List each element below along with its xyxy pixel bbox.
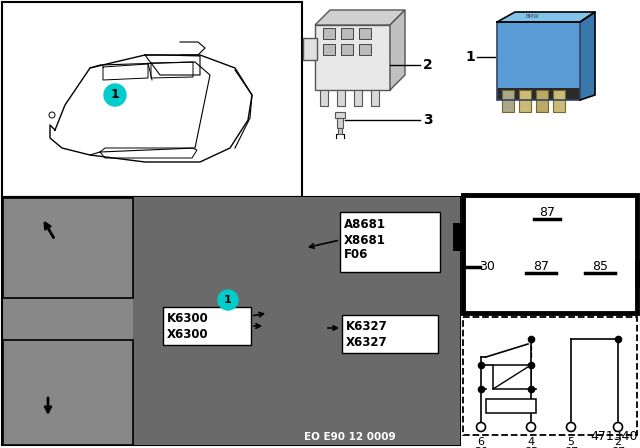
Bar bbox=[163, 307, 251, 345]
Polygon shape bbox=[390, 10, 405, 90]
Text: 4: 4 bbox=[527, 437, 534, 447]
Bar bbox=[553, 90, 565, 112]
Circle shape bbox=[477, 422, 486, 431]
Polygon shape bbox=[497, 12, 595, 22]
Bar bbox=[340, 212, 440, 272]
Text: 5: 5 bbox=[568, 437, 575, 447]
Text: 85: 85 bbox=[524, 447, 538, 448]
Text: A8681: A8681 bbox=[344, 219, 386, 232]
Bar bbox=[536, 90, 548, 112]
Bar bbox=[341, 28, 353, 39]
Text: F06: F06 bbox=[344, 249, 369, 262]
Bar bbox=[320, 90, 328, 106]
Bar bbox=[335, 112, 345, 118]
Text: BMW: BMW bbox=[525, 14, 539, 20]
Bar bbox=[519, 90, 531, 112]
Text: 87: 87 bbox=[611, 447, 625, 448]
Bar bbox=[453, 223, 465, 251]
Circle shape bbox=[218, 290, 238, 310]
Bar bbox=[337, 118, 343, 128]
Text: 30: 30 bbox=[479, 260, 495, 273]
Circle shape bbox=[614, 422, 623, 431]
Bar bbox=[315, 25, 390, 90]
Text: 1: 1 bbox=[465, 50, 475, 64]
Text: 2: 2 bbox=[423, 58, 433, 72]
Text: 6: 6 bbox=[477, 437, 484, 447]
Text: X6327: X6327 bbox=[346, 336, 388, 349]
Text: 30: 30 bbox=[474, 447, 488, 448]
Circle shape bbox=[527, 422, 536, 431]
Text: 1: 1 bbox=[111, 89, 120, 102]
Bar bbox=[2, 2, 302, 197]
Bar bbox=[359, 28, 371, 39]
Circle shape bbox=[566, 422, 575, 431]
Bar bbox=[337, 90, 345, 106]
Text: K6327: K6327 bbox=[346, 320, 388, 333]
Bar bbox=[133, 197, 460, 445]
Bar bbox=[371, 90, 379, 106]
Bar bbox=[463, 195, 637, 313]
Bar bbox=[338, 128, 342, 134]
Bar bbox=[390, 38, 404, 60]
Bar bbox=[635, 260, 640, 288]
Text: 87: 87 bbox=[533, 260, 549, 273]
Bar bbox=[303, 38, 317, 60]
Bar bbox=[3, 340, 133, 445]
Text: X8681: X8681 bbox=[344, 233, 386, 246]
Bar bbox=[502, 90, 514, 112]
Bar bbox=[341, 44, 353, 55]
Polygon shape bbox=[315, 10, 405, 25]
Polygon shape bbox=[580, 12, 595, 100]
Text: X6300: X6300 bbox=[167, 327, 209, 340]
Bar bbox=[463, 317, 637, 435]
Bar bbox=[354, 90, 362, 106]
Bar bbox=[3, 198, 133, 298]
Bar bbox=[2, 197, 460, 445]
Bar bbox=[359, 44, 371, 55]
Bar bbox=[342, 315, 438, 353]
Bar bbox=[497, 22, 580, 100]
Bar bbox=[497, 22, 580, 100]
Text: 471340: 471340 bbox=[591, 430, 638, 443]
Text: 87: 87 bbox=[564, 447, 578, 448]
Text: 2: 2 bbox=[614, 437, 621, 447]
Bar bbox=[323, 44, 335, 55]
Text: 85: 85 bbox=[592, 260, 608, 273]
Text: 3: 3 bbox=[423, 113, 433, 127]
Text: 1: 1 bbox=[224, 295, 232, 305]
Text: EO E90 12 0009: EO E90 12 0009 bbox=[304, 432, 396, 442]
Bar bbox=[493, 365, 531, 389]
Bar bbox=[497, 88, 580, 100]
Text: 87: 87 bbox=[539, 207, 555, 220]
Bar bbox=[323, 28, 335, 39]
Circle shape bbox=[104, 84, 126, 106]
Bar bbox=[486, 399, 536, 413]
Text: K6300: K6300 bbox=[167, 313, 209, 326]
